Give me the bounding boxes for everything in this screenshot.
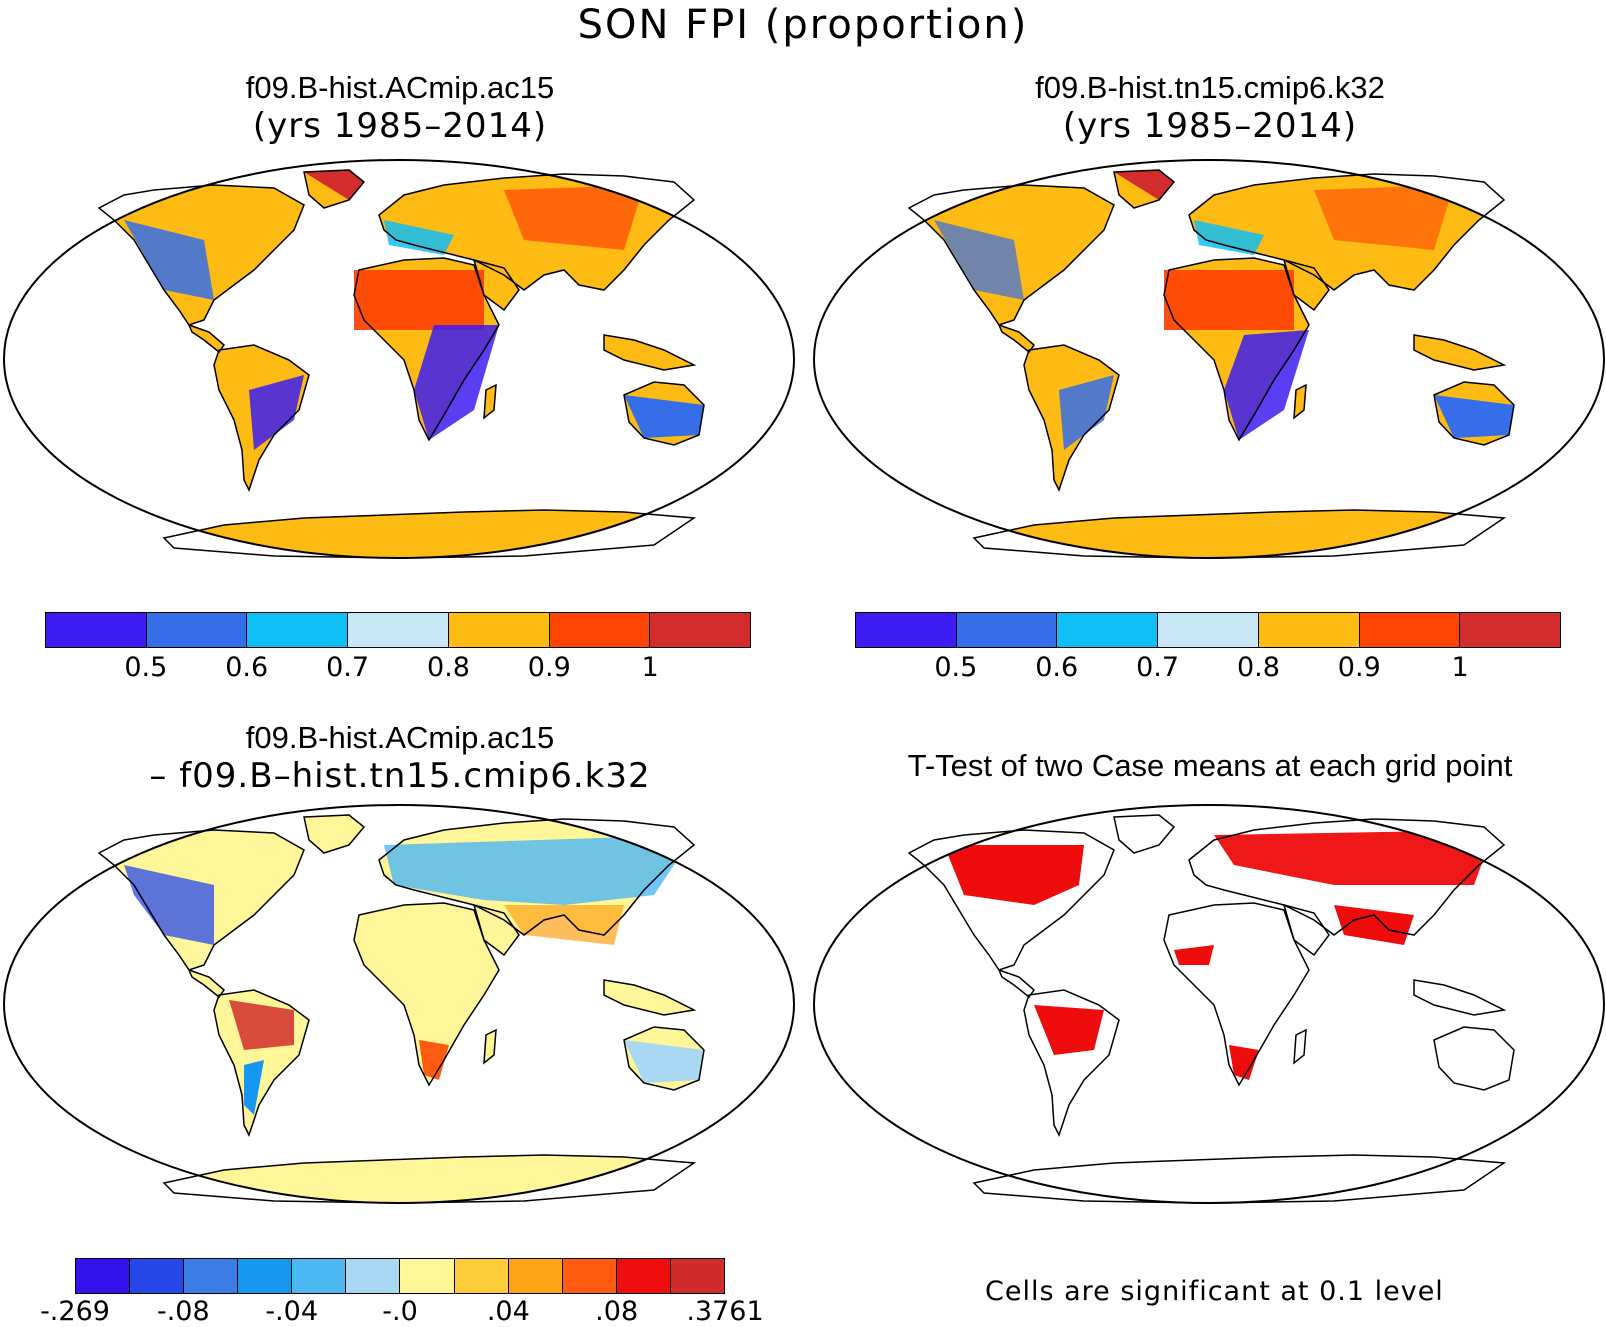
colorbar-abs-swatch — [956, 613, 1058, 647]
colorbar-diff-swatch — [292, 1259, 347, 1293]
colorbar-abs-tick-label: 1 — [641, 652, 659, 683]
colorbar-abs-tick-label: 0.6 — [1035, 652, 1079, 683]
colorbar-diff-tick-label: .08 — [595, 1296, 639, 1327]
colorbar-right — [855, 612, 1561, 648]
colorbar-diff-tick-label: -.04 — [265, 1296, 318, 1327]
colorbar-diff-swatch — [400, 1259, 455, 1293]
panel-4-ttest-title: T-Test of two Case means at each grid po… — [907, 748, 1513, 783]
colorbar-diff-tick-label: -.269 — [40, 1296, 110, 1327]
colorbar-diff-swatch — [562, 1259, 617, 1293]
panel-3-title: f09.B-hist.ACmip.ac15 – f09.B–hist.tn15.… — [60, 720, 740, 796]
colorbar-difference-ticks: -.269 -.08 -.04 -.0 .04 .08 .3761 — [40, 1296, 764, 1327]
colorbar-diff-swatch — [346, 1259, 401, 1293]
colorbar-left-ticks: 0.5 0.6 0.7 0.8 0.9 1 — [45, 652, 751, 686]
colorbar-abs-swatch — [1258, 613, 1360, 647]
colorbar-abs-tick-label: 0.8 — [426, 652, 470, 683]
colorbar-abs-swatch — [247, 613, 349, 647]
colorbar-abs-tick-label: 0.7 — [1136, 652, 1180, 683]
colorbar-abs-swatch — [549, 613, 651, 647]
colorbar-abs-swatch — [448, 613, 550, 647]
colorbar-abs-swatch — [650, 613, 751, 647]
colorbar-diff-swatch — [184, 1259, 239, 1293]
panel-2-map — [813, 159, 1605, 559]
colorbar-difference — [75, 1258, 725, 1294]
colorbar-diff-tick-label: .04 — [486, 1296, 530, 1327]
colorbar-abs-swatch — [856, 613, 957, 647]
panel-3-case-name: f09.B-hist.ACmip.ac15 — [245, 720, 555, 755]
panel-3-subtracted-case: – f09.B–hist.tn15.cmip6.k32 — [149, 756, 651, 796]
colorbar-abs-tick-label: 0.5 — [124, 652, 168, 683]
colorbar-abs-tick-label: 0.6 — [225, 652, 269, 683]
panel-4-title: T-Test of two Case means at each grid po… — [830, 748, 1590, 784]
panel-1-years: (yrs 1985–2014) — [252, 106, 548, 146]
colorbar-diff-tick-label: -.08 — [156, 1296, 210, 1327]
colorbar-diff-swatch — [454, 1259, 509, 1293]
panel-2-case-name: f09.B-hist.tn15.cmip6.k32 — [1035, 70, 1385, 105]
colorbar-right-ticks: 0.5 0.6 0.7 0.8 0.9 1 — [855, 652, 1561, 686]
panel-1-map — [3, 159, 795, 559]
ttest-significance-note: Cells are significant at 0.1 level — [985, 1276, 1444, 1307]
colorbar-diff-swatch — [238, 1259, 293, 1293]
colorbar-abs-tick-label: 0.9 — [1337, 652, 1381, 683]
colorbar-abs-swatch — [146, 613, 248, 647]
colorbar-diff-swatch — [76, 1259, 131, 1293]
colorbar-diff-swatch — [130, 1259, 185, 1293]
colorbar-abs-tick-label: 0.8 — [1236, 652, 1280, 683]
main-title: SON FPI (proportion) — [577, 2, 1029, 48]
colorbar-abs-tick-label: 1 — [1451, 652, 1469, 683]
colorbar-diff-swatch — [616, 1259, 671, 1293]
colorbar-diff-swatch — [508, 1259, 563, 1293]
colorbar-left — [45, 612, 751, 648]
colorbar-abs-swatch — [348, 613, 449, 647]
colorbar-diff-tick-label: -.0 — [382, 1296, 418, 1327]
panel-1-case-name: f09.B-hist.ACmip.ac15 — [245, 70, 555, 105]
colorbar-abs-swatch — [1460, 613, 1561, 647]
panel-4-map — [813, 804, 1605, 1204]
panel-1-title: f09.B-hist.ACmip.ac15 (yrs 1985–2014) — [90, 70, 710, 146]
colorbar-abs-swatch — [1057, 613, 1159, 647]
colorbar-abs-tick-label: 0.5 — [934, 652, 978, 683]
colorbar-diff-tick-label: .3761 — [686, 1296, 764, 1327]
colorbar-diff-swatch — [670, 1259, 724, 1293]
colorbar-abs-swatch — [1158, 613, 1259, 647]
colorbar-abs-swatch — [46, 613, 147, 647]
panel-3-map — [3, 804, 795, 1204]
colorbar-abs-tick-label: 0.9 — [527, 652, 571, 683]
panel-2-years: (yrs 1985–2014) — [1062, 106, 1358, 146]
colorbar-abs-tick-label: 0.7 — [326, 652, 370, 683]
colorbar-abs-swatch — [1359, 613, 1461, 647]
panel-2-title: f09.B-hist.tn15.cmip6.k32 (yrs 1985–2014… — [900, 70, 1520, 146]
